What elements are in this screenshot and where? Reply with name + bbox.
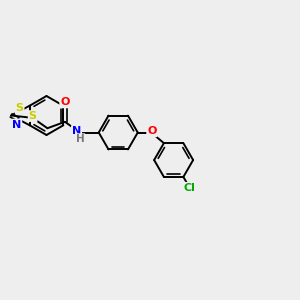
Text: O: O <box>60 98 70 107</box>
Text: N: N <box>72 126 81 136</box>
Text: O: O <box>147 126 157 136</box>
Text: S: S <box>16 103 24 113</box>
Text: S: S <box>29 111 37 121</box>
Text: H: H <box>76 134 85 144</box>
Text: N: N <box>12 120 21 130</box>
Text: Cl: Cl <box>184 183 196 193</box>
